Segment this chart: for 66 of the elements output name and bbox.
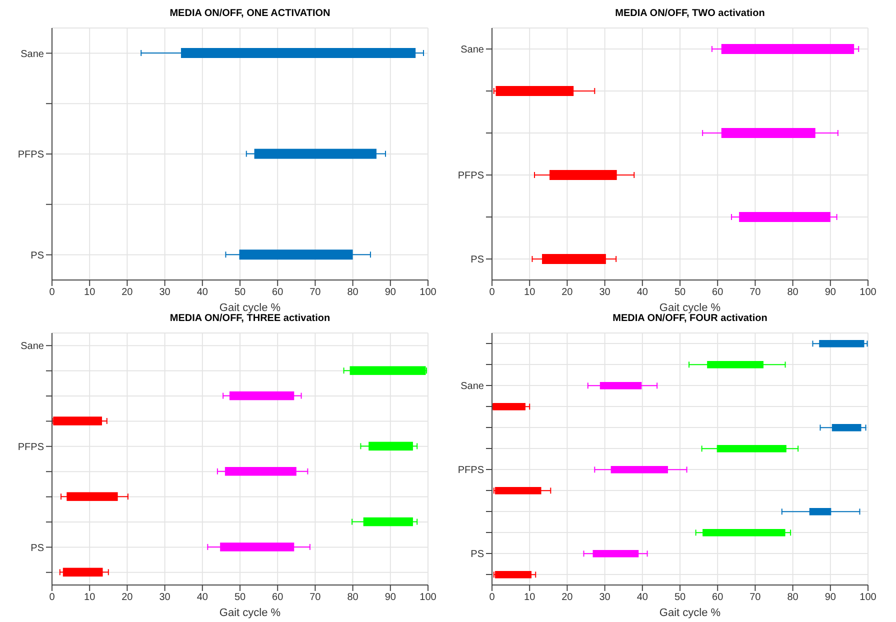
x-tick-label: 80 xyxy=(347,592,359,604)
y-tick-label: PFPS xyxy=(458,170,484,182)
x-axis-title: Gait cycle % xyxy=(659,302,721,314)
bar xyxy=(495,571,532,578)
y-tick-label: Sane xyxy=(20,48,44,60)
y-tick-label: PS xyxy=(30,542,44,554)
x-tick-label: 90 xyxy=(824,287,836,298)
x-tick-label: 40 xyxy=(636,287,648,298)
x-tick-label: 100 xyxy=(420,287,437,298)
x-tick-label: 40 xyxy=(196,592,208,604)
x-tick-label: 10 xyxy=(524,287,536,298)
x-tick-label: 70 xyxy=(310,287,322,298)
x-axis-title: Gait cycle % xyxy=(658,607,722,619)
x-tick-label: 60 xyxy=(712,287,724,298)
y-tick-label: PFPS xyxy=(18,150,44,161)
bar xyxy=(53,416,102,426)
x-tick-label: 0 xyxy=(49,592,56,604)
y-tick-label: Sane xyxy=(20,341,44,352)
x-tick-label: 70 xyxy=(750,592,762,604)
x-tick-label: 30 xyxy=(599,287,611,298)
x-tick-label: 60 xyxy=(712,592,724,604)
x-tick-label: 70 xyxy=(310,592,322,604)
x-tick-label: 50 xyxy=(234,287,246,298)
x-tick-label: 60 xyxy=(272,287,284,298)
x-tick-label: 50 xyxy=(234,592,246,604)
y-tick-label: Sane xyxy=(460,44,484,56)
x-axis-title: Gait cycle % xyxy=(218,607,282,619)
x-tick-label: 50 xyxy=(674,287,686,298)
x-tick-label: 90 xyxy=(384,592,396,604)
x-tick-label: 40 xyxy=(196,287,208,298)
x-tick-label: 40 xyxy=(636,592,648,604)
y-tick-label: PFPS xyxy=(458,465,484,476)
chart-title: MEDIA ON/OFF, FOUR activation xyxy=(612,313,768,326)
x-tick-label: 50 xyxy=(674,592,686,604)
y-tick-label: PS xyxy=(470,254,484,266)
x-tick-label: 20 xyxy=(562,592,574,604)
y-tick-label: PS xyxy=(30,250,44,262)
x-tick-label: 60 xyxy=(272,592,284,604)
chart-title: MEDIA ON/OFF, THREE activation xyxy=(168,313,332,326)
chart-title: MEDIA ON/OFF, ONE ACTIVATION xyxy=(168,8,332,21)
x-tick-label: 90 xyxy=(384,287,396,298)
x-tick-label: 90 xyxy=(824,592,836,604)
y-tick-label: PFPS xyxy=(18,442,44,453)
x-tick-label: 100 xyxy=(860,287,877,298)
y-tick-label: PS xyxy=(470,549,484,560)
x-tick-label: 0 xyxy=(489,287,496,298)
x-tick-label: 0 xyxy=(489,592,496,604)
x-tick-label: 100 xyxy=(420,592,437,604)
x-axis-title: Gait cycle % xyxy=(219,302,282,314)
x-tick-label: 70 xyxy=(750,287,762,298)
y-tick-label: Sane xyxy=(460,381,484,392)
x-tick-label: 80 xyxy=(787,592,799,604)
x-tick-label: 80 xyxy=(347,287,359,298)
chart-title: MEDIA ON/OFF, TWO activation xyxy=(614,8,766,21)
x-tick-label: 80 xyxy=(787,287,799,298)
x-tick-label: 10 xyxy=(524,592,536,604)
x-tick-label: 20 xyxy=(122,592,134,604)
x-tick-label: 30 xyxy=(599,592,611,604)
x-tick-label: 30 xyxy=(159,592,171,604)
x-tick-label: 30 xyxy=(159,287,171,298)
x-tick-label: 0 xyxy=(49,287,56,298)
x-tick-label: 20 xyxy=(122,287,134,298)
x-tick-label: 20 xyxy=(562,287,574,298)
x-tick-label: 10 xyxy=(84,592,96,604)
x-tick-label: 10 xyxy=(84,287,96,298)
x-tick-label: 100 xyxy=(860,592,877,604)
